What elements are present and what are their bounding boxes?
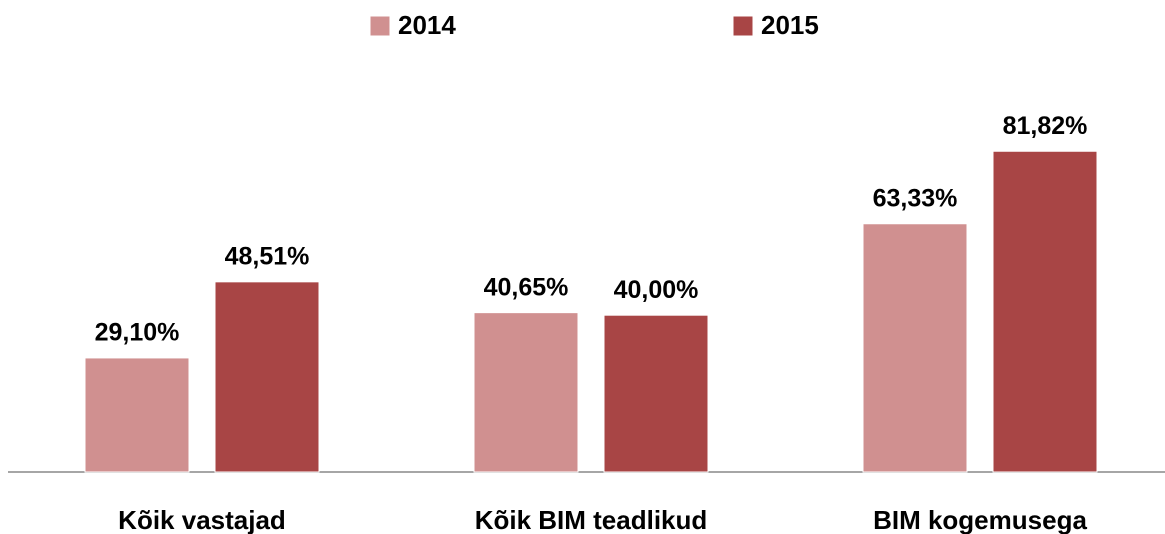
bar bbox=[862, 223, 968, 473]
x-tick-label: Kõik vastajad bbox=[118, 505, 286, 534]
bar bbox=[214, 281, 320, 473]
data-label: 40,65% bbox=[484, 273, 569, 301]
data-label: 48,51% bbox=[225, 242, 310, 270]
data-label: 63,33% bbox=[873, 184, 958, 212]
legend-label: 2015 bbox=[761, 10, 819, 40]
bar bbox=[84, 357, 190, 473]
bar bbox=[992, 150, 1098, 473]
legend-swatch bbox=[732, 15, 754, 37]
bar bbox=[603, 314, 709, 473]
data-label: 29,10% bbox=[95, 319, 180, 347]
x-tick-label: Kõik BIM teadlikud bbox=[475, 505, 708, 534]
bar bbox=[473, 312, 579, 473]
data-label: 40,00% bbox=[614, 276, 699, 304]
legend-swatch bbox=[369, 15, 391, 37]
x-tick-label: BIM kogemusega bbox=[873, 505, 1087, 534]
legend-label: 2014 bbox=[398, 10, 456, 40]
data-label: 81,82% bbox=[1003, 112, 1088, 140]
